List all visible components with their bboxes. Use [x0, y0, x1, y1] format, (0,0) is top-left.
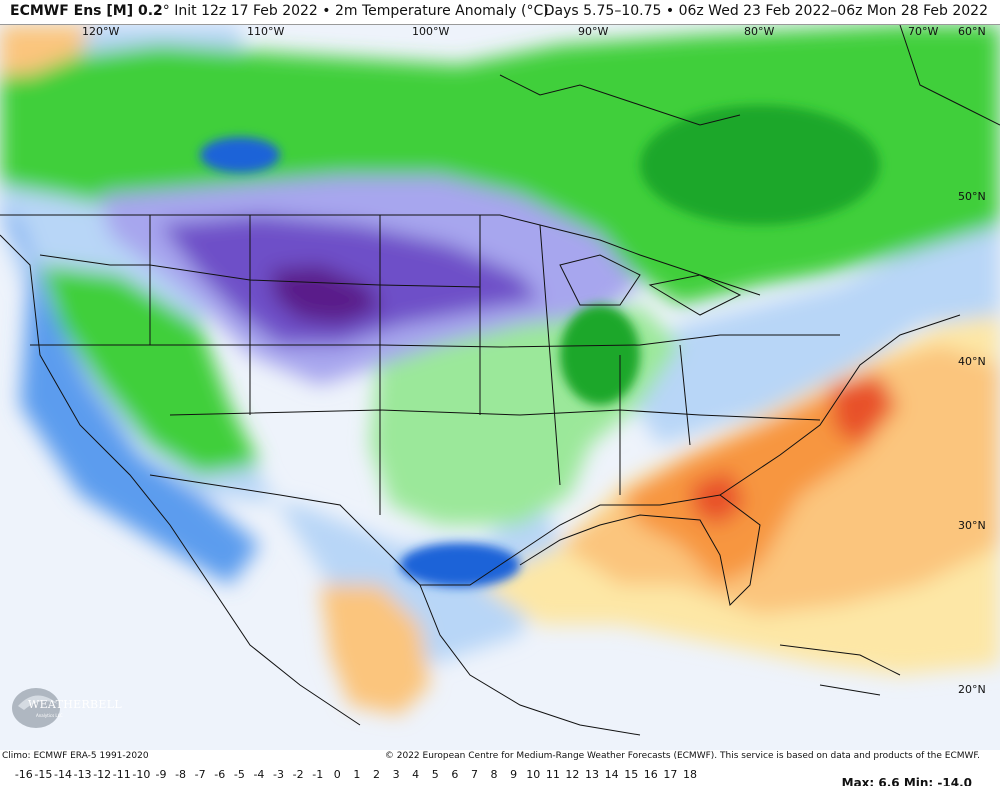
colorbar-tick: -8 [175, 768, 187, 781]
state-line-mid [30, 334, 840, 348]
field-green-west [40, 265, 260, 475]
lon-label: 70°W [908, 25, 939, 38]
map-header: ECMWF Ens [M] 0.2° Init 12z 17 Feb 2022 … [0, 0, 1000, 24]
state-line-north [39, 254, 481, 288]
political-boundaries [0, 25, 1000, 736]
lon-label: 80°W [744, 25, 775, 38]
colorbar-tick: 2 [372, 768, 380, 781]
field-gulf-blue [400, 543, 520, 587]
caribbean-islands [779, 644, 901, 696]
field-name: 2m Temperature Anomaly (°C) [335, 3, 549, 19]
map-canvas [0, 25, 1000, 750]
field-green-bright-2 [560, 305, 640, 405]
colorbar-tick: -2 [292, 768, 304, 781]
colorbar-tick: 18 [682, 768, 697, 781]
lon-label: 110°W [247, 25, 285, 38]
colorbar-tick: 3 [392, 768, 400, 781]
colorbar-tick: 5 [431, 768, 439, 781]
colorbar-tick: 4 [412, 768, 420, 781]
colorbar-tick: -15 [34, 768, 53, 781]
map-title: ECMWF Ens [M] 0.2° Init 12z 17 Feb 2022 … [10, 3, 549, 19]
colorbar-tick: -14 [54, 768, 72, 781]
colorbar-tick: 7 [470, 768, 478, 781]
colorbar-tick: -12 [93, 768, 112, 781]
gulf-coast [499, 494, 761, 607]
colorbar-tick: -10 [132, 768, 151, 781]
lat-label: 40°N [958, 355, 986, 368]
init-time: Init 12z 17 Feb 2022 [174, 3, 318, 19]
mexico-gulf-coast [419, 584, 641, 736]
us-mexico-border [149, 474, 501, 586]
field-mexico-warm [320, 585, 430, 715]
colorbar-tick: 15 [624, 768, 639, 781]
colorbar-ticks: -16 -15 -14 -13 -12 -11 -10 -9 -8 -7 -6 -5 -4 -3 -2 -1 0… [14, 768, 700, 782]
logo-name: WEATHERBELL [28, 698, 122, 711]
degree-symbol: ° [162, 3, 170, 19]
logo-sub: Analytics LLC [36, 713, 63, 718]
colorbar-tick: 6 [451, 768, 459, 781]
colorbar-tick: 11 [545, 768, 560, 781]
lon-label: 100°W [412, 25, 450, 38]
lat-label: 20°N [958, 683, 986, 696]
colorbar-tick: 10 [526, 768, 541, 781]
colorbar-tick: -6 [214, 768, 226, 781]
colorbar-tick: 17 [663, 768, 678, 781]
colorbar-tick: -4 [253, 768, 265, 781]
map-footer: Climo: ECMWF ERA-5 1991-2020 © 2022 Euro… [0, 750, 1000, 786]
field-green-bright [640, 105, 880, 225]
lat-label-top: 60°N [958, 25, 986, 38]
weatherbell-logo: WEATHERBELL Analytics LLC [6, 676, 122, 736]
lat-label: 30°N [958, 519, 986, 532]
colorbar-tick: 12 [565, 768, 580, 781]
field-orange [620, 375, 900, 585]
field-red-georgia [690, 470, 745, 525]
temperature-anomaly-map[interactable]: 120°W 110°W 100°W 90°W 80°W 70°W 60°N 50… [0, 24, 1000, 750]
field-red [830, 375, 895, 445]
logo-swirl-icon [12, 688, 60, 728]
atlantic-coast [719, 314, 961, 496]
hudson-bay-coast [499, 74, 741, 126]
pacific-coast [0, 234, 361, 726]
colorbar-tick: 8 [490, 768, 498, 781]
colorbar-tick: 0 [333, 768, 341, 781]
field-green-north [0, 25, 1000, 305]
colorbar-tick: -11 [112, 768, 131, 781]
colorbar-tick: -13 [73, 768, 92, 781]
lon-label: 120°W [82, 25, 120, 38]
state-verticals [149, 215, 691, 515]
field-pacific-warm [0, 25, 90, 75]
max-min-values: Max: 6.6 Min: -14.0 [841, 776, 972, 786]
colorbar-tick: 16 [643, 768, 658, 781]
copyright-notice: © 2022 European Centre for Medium-Range … [384, 751, 980, 761]
model-name: ECMWF Ens [M] 0.2 [10, 3, 163, 19]
colorbar-tick: -7 [194, 768, 206, 781]
state-line-south [169, 409, 821, 421]
colorbar-tick: 9 [510, 768, 518, 781]
climo-source: Climo: ECMWF ERA-5 1991-2020 [2, 751, 149, 761]
colorbar-tick: -5 [233, 768, 245, 781]
colorbar-tick: 14 [604, 768, 619, 781]
field-lakes-blue [200, 137, 280, 173]
lon-label: 90°W [578, 25, 609, 38]
field-very-cold [270, 265, 380, 325]
colorbar-tick: -1 [312, 768, 324, 781]
colorbar-tick: 1 [353, 768, 361, 781]
anomaly-field [0, 25, 1000, 715]
title-bullet: • [322, 3, 331, 19]
colorbar-tick: -9 [155, 768, 167, 781]
colorbar-tick: 13 [585, 768, 600, 781]
colorbar-tick: -16 [14, 768, 33, 781]
labrador-coast [899, 25, 1000, 126]
great-lakes [559, 254, 742, 316]
colorbar-tick: -3 [273, 768, 284, 781]
field-blue-west [0, 205, 260, 585]
lat-label: 50°N [958, 190, 986, 203]
valid-period: Days 5.75–10.75 • 06z Wed 23 Feb 2022–06… [543, 3, 988, 19]
